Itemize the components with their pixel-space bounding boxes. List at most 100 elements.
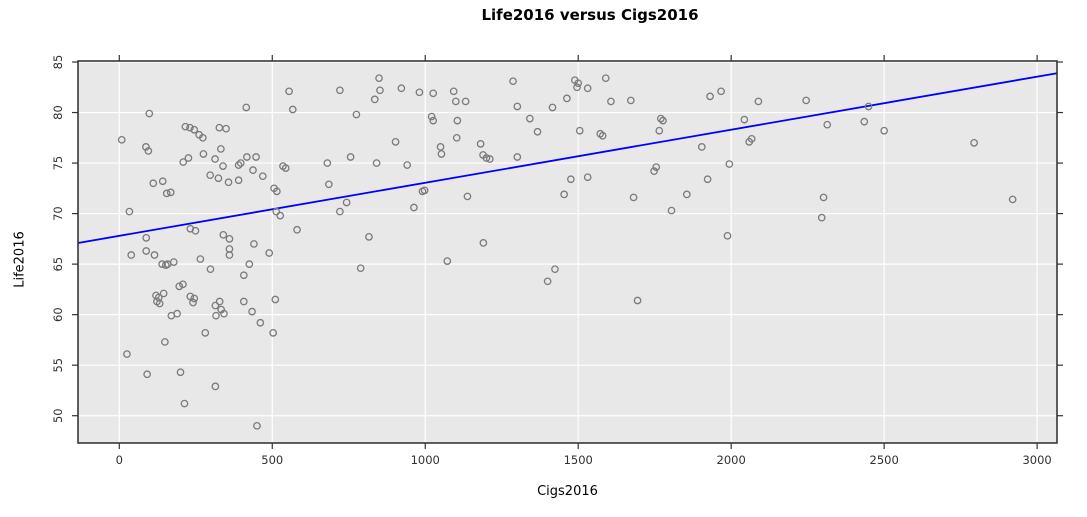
data-point	[397, 84, 406, 93]
data-point	[551, 265, 559, 274]
data-point	[181, 122, 190, 131]
data-point	[548, 103, 557, 112]
y-tick-label: 55	[51, 358, 65, 373]
data-point	[429, 89, 438, 98]
y-tick-label: 75	[51, 156, 65, 171]
data-point	[463, 192, 472, 201]
data-point	[482, 154, 491, 162]
data-point	[272, 207, 281, 216]
data-point	[169, 258, 178, 266]
data-point	[127, 251, 136, 259]
data-point	[601, 74, 610, 83]
data-point	[485, 155, 494, 163]
x-tick-label: 1000	[411, 453, 440, 467]
data-point	[667, 206, 676, 215]
data-point	[370, 95, 379, 104]
data-point	[214, 174, 223, 183]
data-point	[703, 175, 712, 184]
data-point	[236, 159, 245, 167]
data-point	[740, 115, 749, 124]
data-point	[186, 123, 194, 132]
data-point	[161, 338, 169, 346]
data-point	[117, 135, 126, 144]
data-point	[754, 97, 763, 106]
data-point	[245, 260, 254, 268]
data-point	[199, 150, 208, 158]
chart-title: Life2016 versus Cigs2016	[481, 6, 699, 24]
x-tick-label: 2000	[717, 453, 746, 467]
data-point	[225, 251, 234, 259]
data-point	[443, 257, 452, 265]
data-point	[219, 162, 227, 170]
data-point	[125, 207, 134, 216]
data-point	[149, 179, 158, 188]
y-tick-label: 85	[51, 55, 65, 70]
data-point	[543, 277, 552, 286]
data-point	[451, 97, 460, 106]
data-point	[159, 289, 168, 298]
data-point	[191, 226, 200, 235]
data-point	[583, 173, 592, 182]
data-point	[336, 207, 344, 216]
data-point	[190, 125, 199, 134]
data-point	[415, 88, 424, 97]
data-point	[258, 172, 267, 181]
data-point	[725, 160, 734, 168]
data-point	[403, 161, 412, 169]
data-point	[563, 94, 571, 103]
data-point	[652, 163, 661, 171]
data-point	[201, 328, 210, 337]
data-point	[285, 87, 293, 96]
y-tick-label: 65	[51, 257, 65, 272]
data-point	[219, 230, 228, 239]
data-point	[175, 282, 184, 291]
x-tick-label: 2500	[870, 453, 899, 467]
data-point	[513, 102, 522, 111]
data-point	[346, 153, 355, 161]
data-point	[819, 193, 828, 202]
data-point	[607, 97, 615, 106]
data-point	[142, 247, 151, 255]
data-point	[655, 126, 664, 135]
data-point	[256, 318, 265, 327]
data-point	[880, 126, 888, 135]
data-point	[239, 271, 248, 280]
plot-panel	[78, 61, 1057, 443]
data-point	[248, 307, 256, 316]
data-point	[864, 102, 873, 111]
data-point	[186, 292, 195, 301]
data-point	[410, 203, 418, 212]
data-point	[249, 166, 257, 174]
data-point	[372, 159, 381, 167]
data-point	[817, 213, 826, 222]
data-point	[265, 249, 274, 257]
data-point	[143, 370, 151, 379]
data-point	[145, 109, 154, 118]
data-point	[180, 399, 189, 408]
data-point	[198, 133, 207, 142]
x-axis-label: Cigs2016	[537, 484, 598, 499]
data-point	[225, 235, 234, 243]
data-point	[706, 92, 714, 101]
data-point	[533, 127, 542, 136]
data-point	[176, 368, 185, 377]
data-point	[427, 112, 436, 121]
data-point	[461, 97, 470, 106]
data-point	[217, 145, 225, 153]
data-point	[158, 260, 166, 268]
data-point	[150, 251, 159, 259]
data-point	[526, 114, 534, 123]
data-point	[323, 159, 332, 167]
data-point	[717, 87, 725, 96]
data-point	[250, 240, 258, 248]
data-point	[747, 134, 756, 143]
panel-border	[77, 60, 1058, 444]
data-point	[391, 137, 400, 146]
data-point	[1008, 195, 1017, 204]
data-point	[162, 189, 171, 198]
data-point	[281, 164, 290, 172]
data-point	[220, 309, 228, 318]
data-point	[376, 86, 384, 95]
data-point	[342, 198, 351, 207]
data-point	[336, 86, 344, 95]
